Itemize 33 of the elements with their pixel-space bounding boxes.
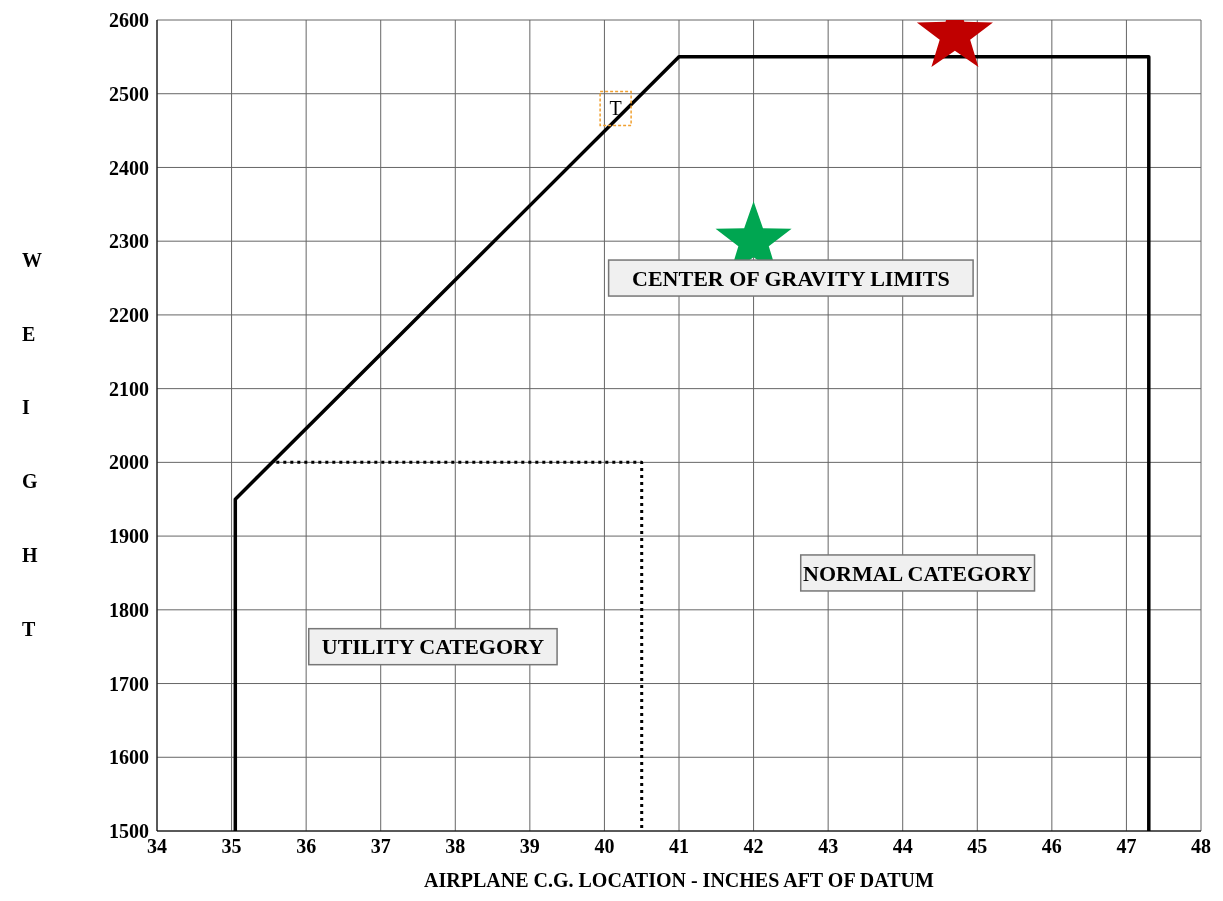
y-tick-label: 1900 [109, 525, 149, 548]
annotation: NORMAL CATEGORY [803, 560, 1033, 586]
x-tick-label: 48 [1191, 835, 1211, 858]
x-tick-label: 46 [1041, 835, 1062, 858]
y-tick-label: 1500 [109, 820, 149, 843]
x-tick-label: 42 [743, 835, 764, 858]
annotation: UTILITY CATEGORY [321, 634, 545, 660]
y-tick-label: 2500 [109, 82, 149, 105]
x-tick-label: 45 [967, 835, 988, 858]
x-tick-label: 37 [370, 835, 391, 858]
x-tick-label: 47 [1116, 835, 1137, 858]
annotation: T [609, 97, 622, 120]
x-tick-label: 44 [892, 835, 913, 858]
y-tick-label: 2400 [109, 156, 149, 179]
text: WEIGHT [22, 249, 42, 640]
x-axis-title: AIRPLANE C.G. LOCATION - INCHES AFT OF DATUM [424, 869, 935, 891]
y-tick-label: 2000 [109, 451, 149, 474]
y-tick-label: 1800 [109, 598, 149, 621]
x-tick-label: 34 [147, 835, 167, 858]
annotation: CENTER OF GRAVITY LIMITS [632, 265, 950, 291]
x-tick-label: 40 [594, 835, 615, 858]
y-tick-label: 2300 [109, 230, 149, 253]
x-tick-label: 35 [221, 835, 242, 858]
y-tick-label: 1600 [109, 746, 149, 769]
x-tick-label: 43 [818, 835, 839, 858]
y-tick-label: 1700 [109, 672, 149, 695]
x-tick-label: 38 [445, 835, 466, 858]
x-tick-label: 36 [296, 835, 317, 858]
y-tick-label: 2600 [109, 9, 149, 32]
y-tick-label: 2100 [109, 377, 149, 400]
x-tick-label: 41 [669, 835, 689, 858]
x-tick-label: 39 [519, 835, 540, 858]
y-tick-label: 2200 [109, 304, 149, 327]
